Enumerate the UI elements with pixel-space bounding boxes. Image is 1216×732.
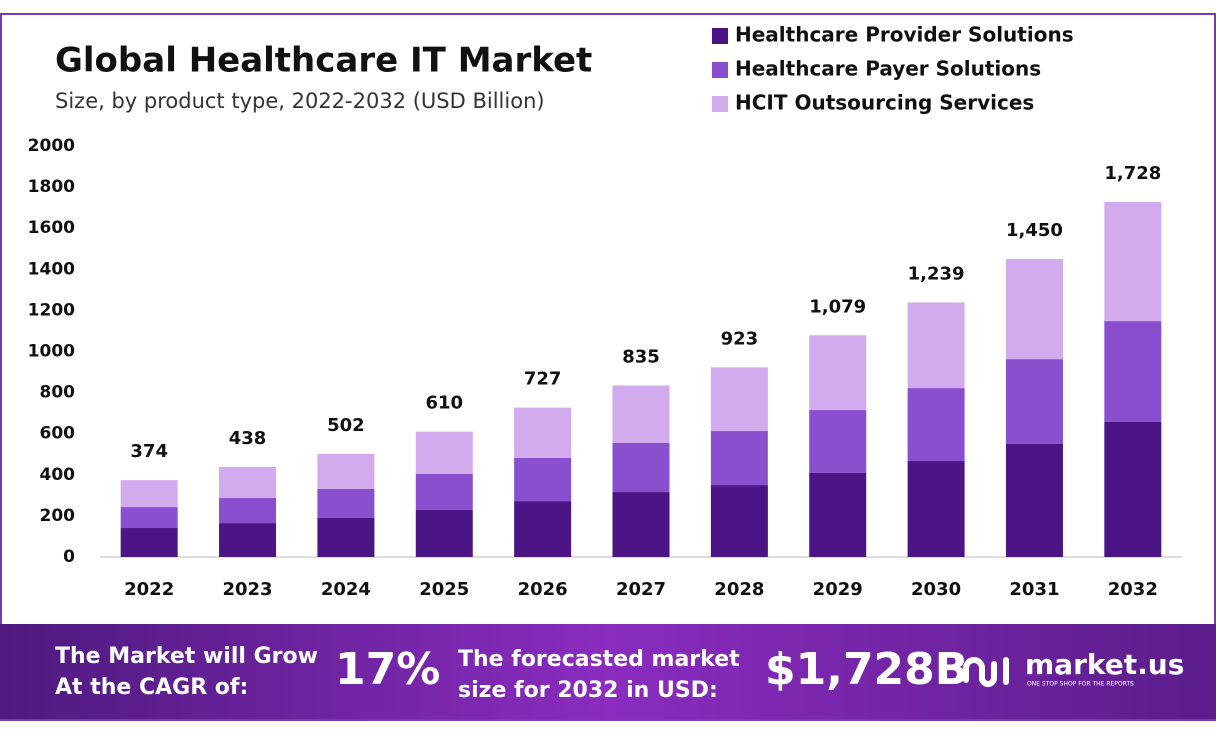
bar-segment xyxy=(907,302,965,389)
x-tick-label: 2030 xyxy=(911,579,961,600)
bar-segment xyxy=(612,385,670,443)
x-tick-label: 2032 xyxy=(1108,579,1158,600)
bar-segment xyxy=(710,431,768,486)
bar-segment xyxy=(120,480,178,508)
chart-title: Global Healthcare IT Market xyxy=(55,41,592,81)
bar-segment xyxy=(514,501,572,557)
bar-segment xyxy=(219,523,277,557)
cagr-value: 17% xyxy=(335,644,440,695)
total-label: 727 xyxy=(524,369,562,390)
bar-segment xyxy=(317,517,375,557)
frame xyxy=(0,13,1216,721)
bar-segment xyxy=(612,492,670,557)
logo-icon xyxy=(963,657,1009,687)
bar-segment xyxy=(120,528,178,557)
bar-segment xyxy=(415,509,473,557)
bar-segment xyxy=(514,457,572,502)
bar-segment xyxy=(317,488,375,518)
bar-segment xyxy=(317,453,375,489)
x-tick-label: 2031 xyxy=(1009,579,1059,600)
footer-text: At the CAGR of: xyxy=(55,675,248,700)
legend-swatch xyxy=(712,96,728,112)
y-tick-label: 0 xyxy=(63,547,75,567)
y-tick-label: 2000 xyxy=(28,136,75,156)
bar-segment xyxy=(907,388,965,462)
x-tick-label: 2023 xyxy=(222,579,272,600)
forecast-value: $1,728B xyxy=(765,644,968,695)
x-tick-label: 2029 xyxy=(813,579,863,600)
bar-segment xyxy=(219,466,277,499)
bar-segment xyxy=(612,442,670,493)
total-label: 438 xyxy=(229,428,267,449)
bar-segment xyxy=(710,367,768,432)
y-tick-label: 1600 xyxy=(28,218,75,238)
bar-segment xyxy=(514,407,572,458)
total-label: 1,079 xyxy=(809,296,866,317)
bar-segment xyxy=(809,335,867,411)
bar-segment xyxy=(120,507,178,529)
total-label: 1,450 xyxy=(1006,220,1063,241)
y-tick-label: 1200 xyxy=(28,300,75,320)
y-tick-label: 600 xyxy=(40,424,76,444)
x-tick-label: 2024 xyxy=(321,579,371,600)
footer-text: The forecasted market xyxy=(458,647,740,672)
total-label: 374 xyxy=(130,441,168,462)
bar-segment xyxy=(1005,443,1063,557)
bar-segment xyxy=(1104,321,1162,422)
total-label: 610 xyxy=(425,393,463,414)
total-label: 923 xyxy=(721,328,759,349)
legend-label: HCIT Outsourcing Services xyxy=(735,91,1034,115)
total-label: 502 xyxy=(327,415,365,436)
bar-segment xyxy=(219,498,277,524)
bar-segment xyxy=(809,472,867,557)
y-tick-label: 800 xyxy=(40,383,76,403)
bar-segment xyxy=(809,410,867,473)
x-tick-label: 2022 xyxy=(124,579,174,600)
brand: market.us xyxy=(1025,648,1184,681)
y-tick-label: 1000 xyxy=(28,342,75,362)
total-label: 835 xyxy=(622,346,660,367)
legend-swatch xyxy=(712,28,728,44)
x-tick-label: 2025 xyxy=(419,579,469,600)
bar-segment xyxy=(415,473,473,510)
total-label: 1,239 xyxy=(908,263,965,284)
footer-banner xyxy=(0,624,1216,719)
y-tick-label: 1400 xyxy=(28,259,75,279)
x-tick-label: 2026 xyxy=(518,579,568,600)
bar-segment xyxy=(1005,359,1063,444)
tagline: ONE STOP SHOP FOR THE REPORTS xyxy=(1027,681,1134,688)
footer-text: The Market will Grow xyxy=(55,644,318,669)
bar-segment xyxy=(1104,421,1162,557)
chart-subtitle: Size, by product type, 2022-2032 (USD Bi… xyxy=(55,89,545,113)
y-tick-label: 1800 xyxy=(28,177,75,197)
bar-segment xyxy=(710,485,768,557)
legend-swatch xyxy=(712,62,728,78)
total-label: 1,728 xyxy=(1104,163,1161,184)
x-tick-label: 2027 xyxy=(616,579,666,600)
x-tick-label: 2028 xyxy=(714,579,764,600)
y-tick-label: 200 xyxy=(40,506,76,526)
bar-segment xyxy=(415,431,473,474)
bar-segment xyxy=(907,461,965,557)
bar-segment xyxy=(1005,259,1063,360)
bar-segment xyxy=(1104,201,1162,322)
legend-label: Healthcare Provider Solutions xyxy=(735,23,1074,47)
footer-text: size for 2032 in USD: xyxy=(458,678,718,703)
legend-label: Healthcare Payer Solutions xyxy=(735,57,1041,81)
y-tick-label: 400 xyxy=(40,465,76,485)
